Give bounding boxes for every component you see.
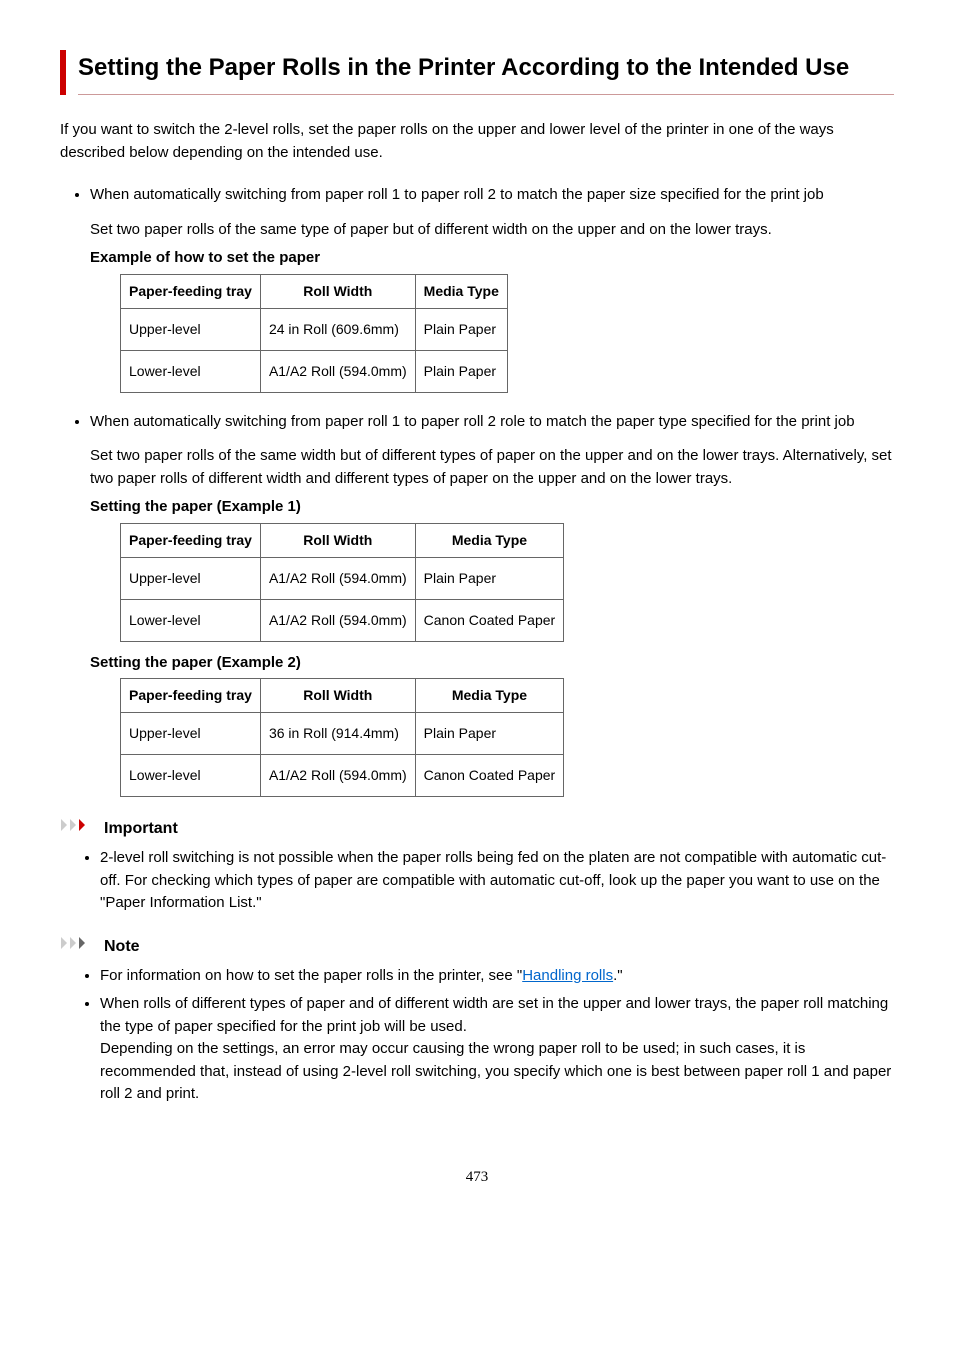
table-row: Paper-feeding tray Roll Width Media Type [121, 679, 564, 713]
td: Plain Paper [415, 557, 564, 599]
td: A1/A2 Roll (594.0mm) [260, 599, 415, 641]
paper-table-0-0: Paper-feeding tray Roll Width Media Type… [120, 274, 508, 393]
td: A1/A2 Roll (594.0mm) [260, 350, 415, 392]
th: Paper-feeding tray [121, 679, 261, 713]
bullet-1-sub: Set two paper rolls of the same type of … [90, 219, 894, 242]
table-row: Lower-level A1/A2 Roll (594.0mm) Plain P… [121, 350, 508, 392]
th: Roll Width [260, 274, 415, 308]
td: 24 in Roll (609.6mm) [260, 308, 415, 350]
td: Plain Paper [415, 308, 507, 350]
table-caption-0-0: Example of how to set the paper [90, 247, 894, 270]
th: Media Type [415, 274, 507, 308]
td: Upper-level [121, 713, 261, 755]
th: Roll Width [260, 523, 415, 557]
th: Paper-feeding tray [121, 523, 261, 557]
table-caption-1-1: Setting the paper (Example 2) [90, 652, 894, 675]
th: Media Type [415, 679, 564, 713]
th: Media Type [415, 523, 564, 557]
td: Upper-level [121, 557, 261, 599]
main-bullet-list: When automatically switching from paper … [60, 184, 894, 797]
important-label: Important [104, 817, 178, 841]
table-row: Upper-level 36 in Roll (914.4mm) Plain P… [121, 713, 564, 755]
note-icon [60, 935, 96, 959]
th: Roll Width [260, 679, 415, 713]
table-row: Upper-level A1/A2 Roll (594.0mm) Plain P… [121, 557, 564, 599]
note-label: Note [104, 935, 140, 959]
th: Paper-feeding tray [121, 274, 261, 308]
td: Lower-level [121, 350, 261, 392]
note-heading: Note [60, 935, 894, 959]
paper-table-1-0: Paper-feeding tray Roll Width Media Type… [120, 523, 564, 642]
page-number: 473 [60, 1166, 894, 1189]
td: Plain Paper [415, 713, 564, 755]
table-row: Lower-level A1/A2 Roll (594.0mm) Canon C… [121, 755, 564, 797]
td: Lower-level [121, 755, 261, 797]
important-icon [60, 817, 96, 841]
handling-rolls-link[interactable]: Handling rolls [522, 967, 613, 984]
table-row: Paper-feeding tray Roll Width Media Type [121, 274, 508, 308]
note-item-1: For information on how to set the paper … [100, 965, 894, 988]
td: A1/A2 Roll (594.0mm) [260, 557, 415, 599]
td: Plain Paper [415, 350, 507, 392]
bullet-1-lead: When automatically switching from paper … [90, 186, 824, 203]
table-row: Paper-feeding tray Roll Width Media Type [121, 523, 564, 557]
important-list: 2-level roll switching is not possible w… [60, 847, 894, 915]
table-caption-1-0: Setting the paper (Example 1) [90, 496, 894, 519]
bullet-1: When automatically switching from paper … [90, 184, 894, 393]
note-item-1-pre: For information on how to set the paper … [100, 967, 522, 984]
bullet-2: When automatically switching from paper … [90, 411, 894, 798]
td: 36 in Roll (914.4mm) [260, 713, 415, 755]
note-item-1-post: ." [613, 967, 623, 984]
paper-table-1-1: Paper-feeding tray Roll Width Media Type… [120, 678, 564, 797]
important-item: 2-level roll switching is not possible w… [100, 847, 894, 915]
table-row: Lower-level A1/A2 Roll (594.0mm) Canon C… [121, 599, 564, 641]
note-item-2: When rolls of different types of paper a… [100, 993, 894, 1106]
important-heading: Important [60, 817, 894, 841]
table-row: Upper-level 24 in Roll (609.6mm) Plain P… [121, 308, 508, 350]
td: Canon Coated Paper [415, 755, 564, 797]
bullet-2-sub: Set two paper rolls of the same width bu… [90, 445, 894, 490]
td: Upper-level [121, 308, 261, 350]
td: Canon Coated Paper [415, 599, 564, 641]
intro-paragraph: If you want to switch the 2-level rolls,… [60, 119, 894, 164]
td: A1/A2 Roll (594.0mm) [260, 755, 415, 797]
note-list: For information on how to set the paper … [60, 965, 894, 1106]
bullet-2-lead: When automatically switching from paper … [90, 413, 855, 430]
td: Lower-level [121, 599, 261, 641]
page-title: Setting the Paper Rolls in the Printer A… [78, 50, 894, 95]
